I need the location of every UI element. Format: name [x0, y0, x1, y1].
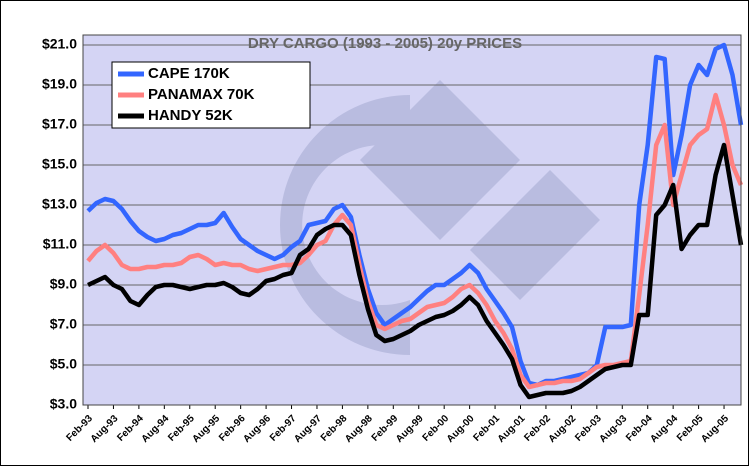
legend-label: HANDY 52K	[148, 107, 233, 124]
y-tick-label: $9.0	[50, 276, 77, 292]
y-tick-label: $7.0	[50, 316, 77, 332]
series-line	[86, 42, 744, 388]
y-tick-label: $21.0	[42, 36, 77, 52]
y-tick-label: $17.0	[42, 116, 77, 132]
y-tick-label: $11.0	[43, 236, 77, 252]
y-tick-label: $3.0	[50, 396, 77, 412]
y-tick-label: $15.0	[42, 156, 77, 172]
y-tick-label: $19.0	[42, 76, 77, 92]
chart-title: DRY CARGO (1993 - 2005) 20y PRICES	[248, 35, 522, 52]
legend-label: CAPE 170K	[148, 65, 230, 82]
legend-box	[111, 61, 311, 129]
y-tick-label: $13.0	[42, 196, 77, 212]
plot-frame	[82, 34, 742, 406]
y-tick-label: $5.0	[50, 356, 77, 372]
series-line	[87, 142, 744, 400]
legend-label: PANAMAX 70K	[148, 86, 255, 103]
